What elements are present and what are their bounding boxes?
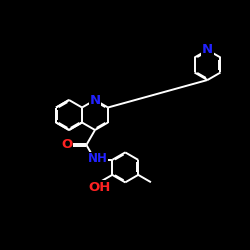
Text: N: N <box>202 44 213 57</box>
Text: NH: NH <box>88 152 108 165</box>
Text: O: O <box>62 138 73 151</box>
Text: OH: OH <box>88 181 111 194</box>
Text: N: N <box>90 94 101 106</box>
